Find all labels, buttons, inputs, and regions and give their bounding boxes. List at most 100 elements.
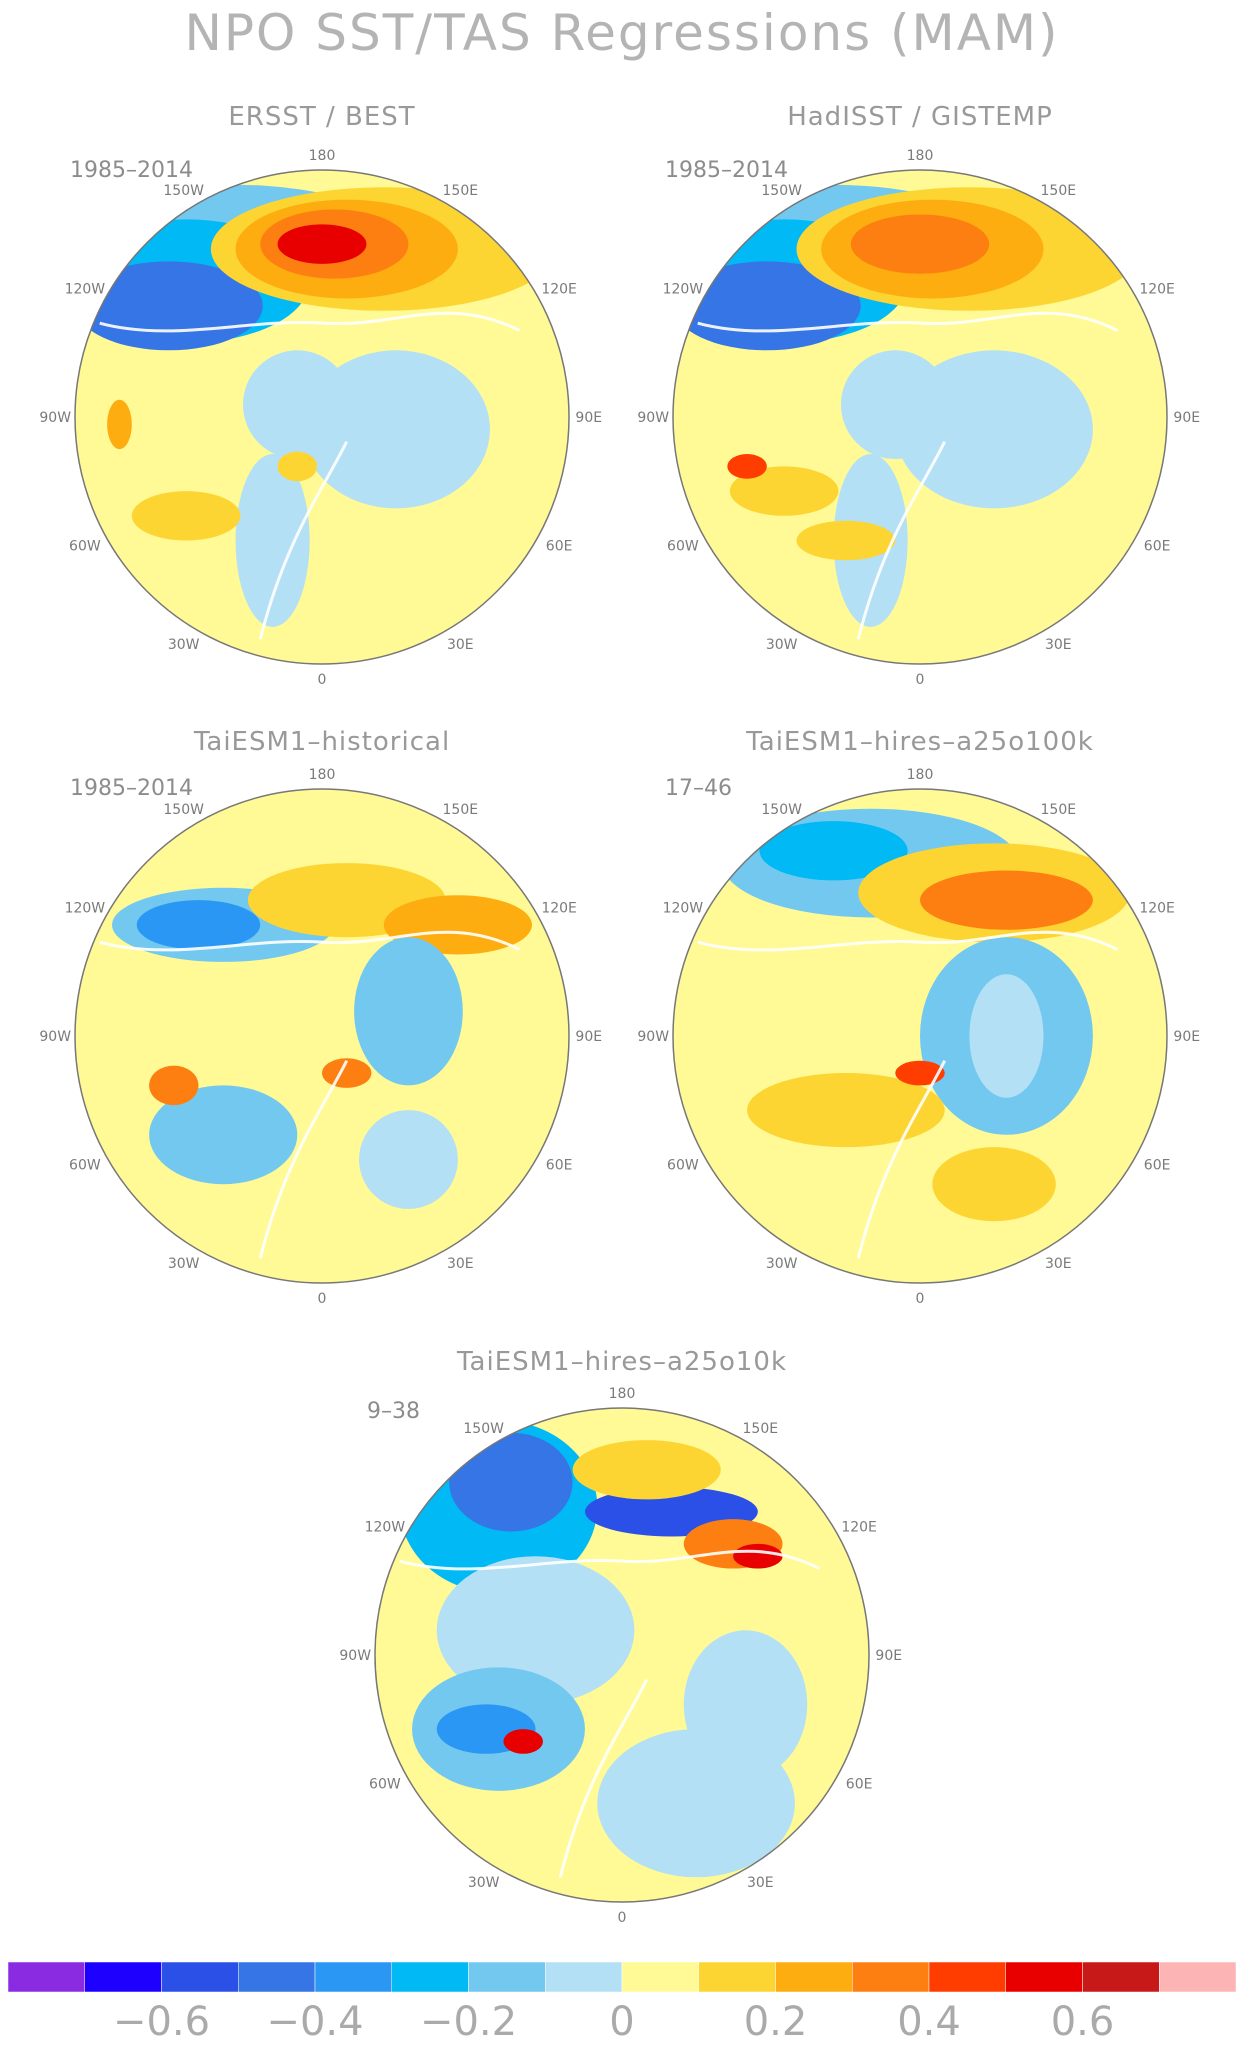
longitude-label: 120W (365, 1520, 406, 1536)
coastline (258, 441, 349, 640)
colorbar-swatch (391, 1961, 469, 1993)
map-border (672, 169, 1168, 665)
anomaly-region (149, 1065, 199, 1106)
longitude-label: 60E (1144, 538, 1171, 554)
colorbar-swatch (238, 1961, 316, 1993)
anomaly-region (683, 1630, 808, 1779)
panel-taiesm1-hires-a25o100k: TaiESM1–hires–a25o100k 17–46 180 150E 120E… (637, 727, 1200, 1307)
longitude-label: 180 (609, 1386, 636, 1402)
longitude-label: 90W (637, 1029, 669, 1045)
colorbar-swatch (84, 1961, 162, 1993)
longitude-label: 30E (1045, 637, 1072, 653)
longitude-label: 60E (546, 538, 573, 554)
colorbar-tick-label: 0.6 (1051, 1999, 1115, 2045)
anomaly-region (920, 870, 1093, 930)
colorbar-swatch (1005, 1961, 1083, 1993)
panel-period: 1985–2014 (665, 158, 788, 183)
colorbar-tick-label: 0 (609, 1999, 634, 2045)
panel-period: 17–46 (665, 776, 732, 801)
anomaly-region (840, 350, 950, 459)
longitude-label: 150E (1041, 802, 1077, 818)
longitude-label: 60W (667, 538, 699, 554)
colorbar: −0.6 −0.4 −0.2 0 0.2 0.4 0.6 (7, 1961, 1237, 2045)
anomaly-region (850, 214, 990, 274)
anomaly-region (759, 821, 908, 881)
coastline (856, 441, 947, 640)
map-border (374, 1407, 870, 1903)
colorbar-tick-label: 0.2 (744, 1999, 808, 2045)
longitude-label: 180 (309, 767, 336, 783)
longitude-label: 60W (69, 1157, 101, 1173)
longitude-label: 90W (339, 1648, 371, 1664)
colorbar-tick-label: −0.2 (420, 1999, 517, 2045)
colorbar-swatch (775, 1961, 853, 1993)
colorbar-tick-label: −0.4 (266, 1999, 363, 2045)
colorbar-tick-label: 0.4 (897, 1999, 961, 2045)
map-border (672, 788, 1168, 1284)
coastline (856, 1060, 947, 1259)
longitude-label: 150E (443, 183, 479, 199)
longitude-label: 90E (1173, 410, 1200, 426)
longitude-label: 90W (39, 410, 71, 426)
longitude-label: 0 (916, 672, 925, 688)
panel-hadisst-gistemp: HadISST / GISTEMP 1985–2014 180 150E 120E 9… (637, 102, 1200, 688)
anomaly-region (729, 466, 839, 516)
anomaly-region (572, 1440, 721, 1500)
colorbar-swatch (7, 1961, 85, 1993)
longitude-label: 150E (1041, 183, 1077, 199)
longitude-label: 0 (916, 1291, 925, 1307)
polar-map: 180 150E 120E 90E 60E 30E 0 30W 60W 90W 120W 150W (39, 148, 602, 688)
coastline (258, 1060, 349, 1259)
colorbar-swatch (852, 1961, 930, 1993)
anomaly-region (242, 350, 352, 459)
anomaly-region (107, 399, 132, 450)
anomaly-region (733, 1543, 783, 1569)
anomaly-region (969, 974, 1044, 1098)
panel-title: ERSST / BEST (228, 102, 415, 132)
anomaly-region (235, 454, 310, 627)
colorbar-tick-label: −0.6 (113, 1999, 210, 2045)
anomaly-region (895, 1060, 945, 1086)
longitude-label: 150W (163, 802, 204, 818)
anomaly-region (932, 1147, 1056, 1222)
map-border (74, 169, 570, 665)
longitude-label: 30E (747, 1875, 774, 1891)
anomaly-region (149, 1085, 298, 1185)
longitude-label: 0 (318, 672, 327, 688)
longitude-label: 180 (309, 148, 336, 164)
coastline (99, 930, 521, 952)
anomaly-region (747, 1073, 945, 1148)
longitude-label: 90E (575, 1029, 602, 1045)
longitude-label: 120E (541, 901, 577, 917)
longitude-label: 120E (541, 282, 577, 298)
anomaly-region (131, 491, 241, 541)
longitude-label: 150W (761, 802, 802, 818)
anomaly-region (354, 937, 463, 1086)
panel-period: 1985–2014 (70, 776, 193, 801)
longitude-label: 150W (761, 183, 802, 199)
longitude-label: 180 (907, 767, 934, 783)
anomaly-region (359, 1110, 458, 1209)
anomaly-region (136, 900, 261, 950)
anomaly-region (322, 1058, 372, 1088)
polar-map: 180 150E 120E 90E 60E 30E 0 30W 60W 90W 120W 150W (39, 767, 602, 1307)
panel-title: TaiESM1–hires–a25o10k (456, 1347, 787, 1377)
longitude-label: 60W (69, 538, 101, 554)
longitude-label: 0 (618, 1910, 627, 1926)
longitude-label: 90E (575, 410, 602, 426)
panel-ersst-best: ERSST / BEST 1985–2014 180 150E 120E 90E 60E… (39, 102, 602, 688)
panel-title: HadISST / GISTEMP (787, 102, 1053, 132)
longitude-label: 120W (663, 282, 704, 298)
longitude-label: 60E (1144, 1157, 1171, 1173)
longitude-label: 180 (907, 148, 934, 164)
panel-taiesm1-historical: TaiESM1–historical 1985–2014 180 150E 120E… (39, 727, 602, 1307)
longitude-label: 30E (447, 637, 474, 653)
anomaly-region (796, 520, 896, 561)
longitude-label: 90W (637, 410, 669, 426)
colorbar-swatch (698, 1961, 776, 1993)
longitude-label: 30E (447, 1256, 474, 1272)
panel-taiesm1-hires-a25o10k: TaiESM1–hires–a25o10k 9–38 180 150E 120E 90… (339, 1347, 902, 1926)
longitude-label: 90E (1173, 1029, 1200, 1045)
longitude-label: 150W (463, 1421, 504, 1437)
